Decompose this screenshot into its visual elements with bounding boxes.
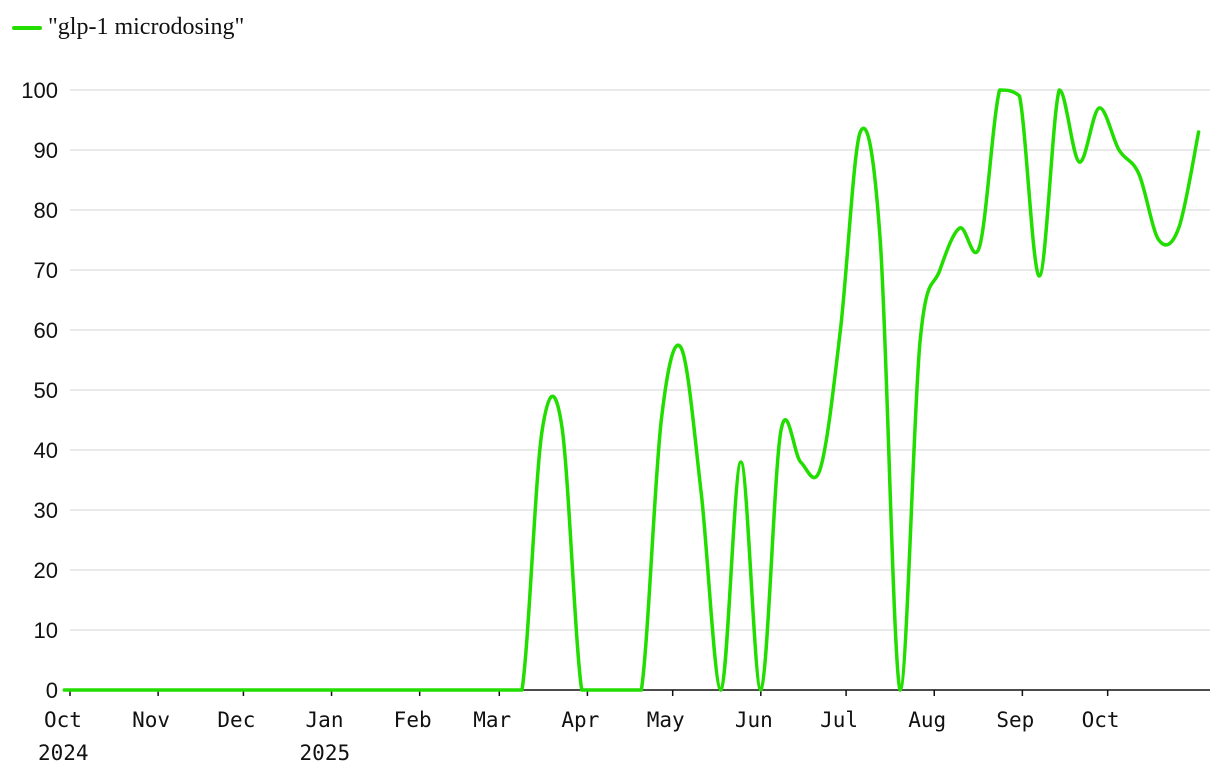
x-tick-label: Mar bbox=[473, 708, 511, 732]
x-tick-label: Nov bbox=[132, 708, 170, 732]
x-tick-label: May bbox=[647, 708, 685, 732]
x-tick-label: Sep bbox=[996, 708, 1034, 732]
x-tick-year-label: 2025 bbox=[300, 741, 351, 765]
x-tick-label: Dec bbox=[217, 708, 255, 732]
x-tick-label: Feb bbox=[394, 708, 432, 732]
y-tick-label: 10 bbox=[34, 618, 58, 643]
y-tick-label: 90 bbox=[34, 138, 58, 163]
axes: 0 10 20 30 40 50 60 70 80 90 100 Oct 2024 Nov Dec Jan 20… bbox=[21, 78, 1210, 765]
y-tick-label: 60 bbox=[34, 318, 58, 343]
legend-swatch bbox=[12, 25, 42, 30]
x-tick-year-label: 2024 bbox=[38, 741, 89, 765]
y-tick-label: 20 bbox=[34, 558, 58, 583]
grid-lines bbox=[70, 89, 1210, 631]
x-tick-label: Jan bbox=[306, 708, 344, 732]
x-tick-label: Jul bbox=[820, 708, 858, 732]
x-tick-label: Jun bbox=[735, 708, 773, 732]
legend-label: "glp-1 microdosing" bbox=[48, 14, 245, 40]
x-tick-label: Oct bbox=[1082, 708, 1120, 732]
x-tick-label: Apr bbox=[561, 708, 599, 732]
y-tick-label: 0 bbox=[46, 678, 58, 703]
y-tick-label: 80 bbox=[34, 198, 58, 223]
y-tick-label: 50 bbox=[34, 378, 58, 403]
y-tick-label: 40 bbox=[34, 438, 58, 463]
y-tick-label: 30 bbox=[34, 498, 58, 523]
x-tick-label: Aug bbox=[908, 708, 946, 732]
legend: "glp-1 microdosing" bbox=[12, 14, 244, 41]
series-line-glp-1-microdosing bbox=[62, 88, 1201, 692]
x-tick-label: Oct bbox=[44, 708, 82, 732]
y-tick-label: 100 bbox=[21, 78, 58, 103]
series-layer bbox=[62, 88, 1201, 692]
y-tick-label: 70 bbox=[34, 258, 58, 283]
